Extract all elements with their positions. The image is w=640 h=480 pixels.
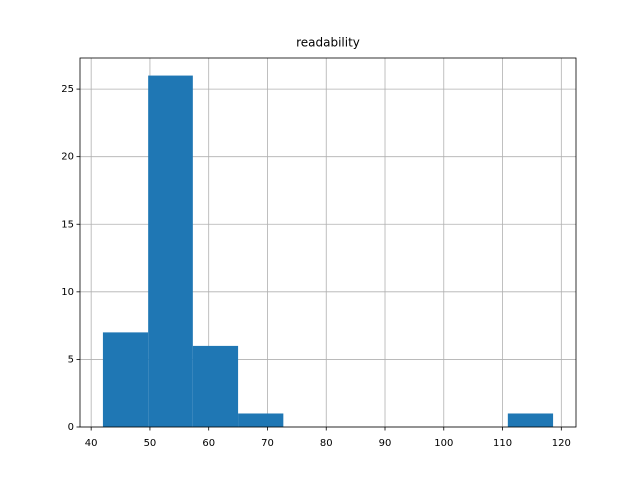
bar <box>148 75 193 428</box>
x-tick-label: 40 <box>85 438 98 449</box>
y-tick-label: 10 <box>61 287 74 298</box>
bar <box>507 413 554 427</box>
x-tick-label: 120 <box>552 438 571 449</box>
x-tick-label: 80 <box>320 438 333 449</box>
x-tick-label: 100 <box>434 438 453 449</box>
chart-title: readability <box>296 36 360 50</box>
y-tick-label: 5 <box>68 354 74 365</box>
bar <box>238 413 284 427</box>
x-tick-label: 110 <box>493 438 512 449</box>
x-tick-label: 60 <box>202 438 215 449</box>
y-tick-label: 0 <box>68 422 74 433</box>
bar <box>192 345 239 427</box>
plot-frame <box>79 57 577 428</box>
y-tick-label: 20 <box>61 152 74 163</box>
bar <box>102 332 149 427</box>
x-tick-label: 90 <box>379 438 392 449</box>
y-tick-label: 25 <box>61 84 74 95</box>
x-tick-label: 70 <box>261 438 274 449</box>
y-tick-label: 15 <box>61 219 74 230</box>
x-tick-label: 50 <box>144 438 157 449</box>
